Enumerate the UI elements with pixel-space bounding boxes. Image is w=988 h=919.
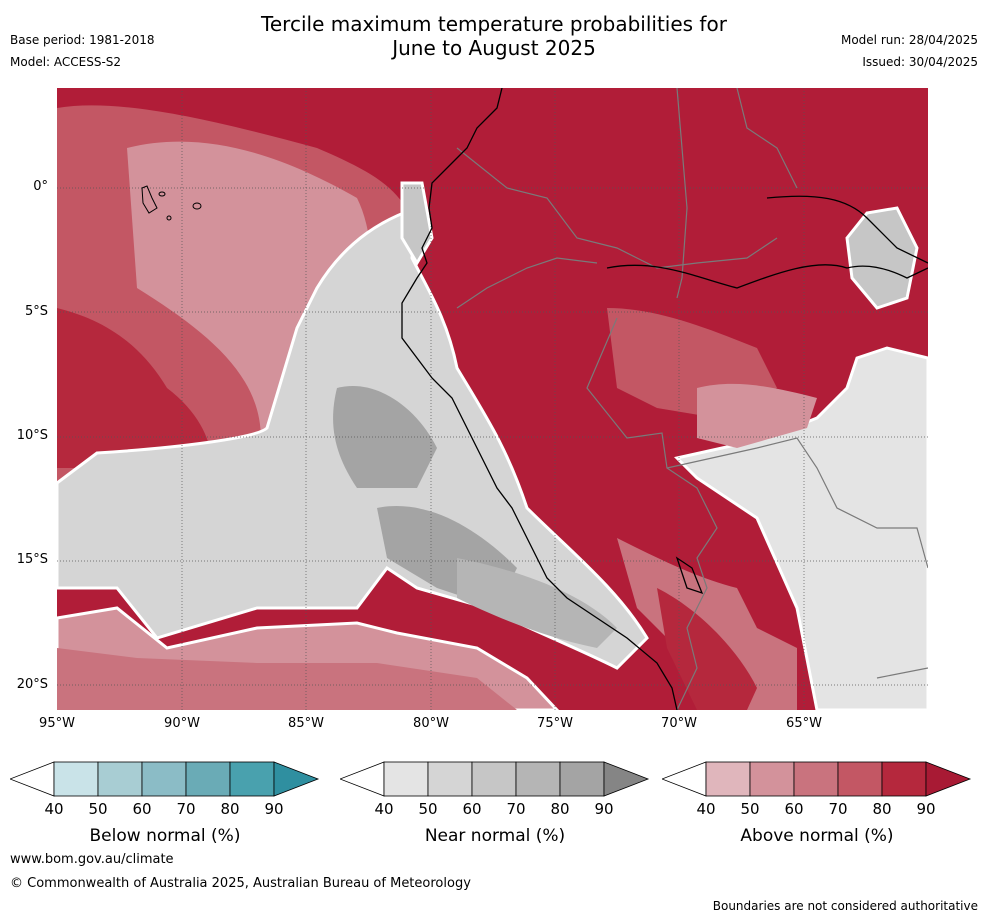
colorbar-tick-label: 60	[784, 800, 804, 818]
colorbar-segment	[793, 761, 839, 797]
title-line-1: Tercile maximum temperature probabilitie…	[261, 12, 727, 36]
colorbar-segment	[97, 761, 143, 797]
lon-label-65w: 65°W	[786, 716, 822, 731]
colorbar-segment	[749, 761, 795, 797]
colorbar-tick-label: 70	[506, 800, 526, 818]
colorbar-tick-label: 40	[374, 800, 394, 818]
lat-label-0: 0°	[33, 179, 48, 194]
model-run-text: Model run: 28/04/2025	[840, 33, 978, 47]
boundary-disclaimer: Boundaries are not considered authoritat…	[712, 899, 978, 913]
colorbar-left-extend	[340, 761, 385, 797]
colorbar-segment	[515, 761, 561, 797]
east-near-normal-region	[674, 346, 928, 710]
colorbar-tick-label: 80	[550, 800, 570, 818]
map-title: Tercile maximum temperature probabilitie…	[0, 12, 988, 60]
above-normal-colorbar	[662, 761, 972, 797]
metadata-left: Base period: 1981-2018 Model: ACCESS-S2	[10, 29, 155, 73]
colorbar-tick-label: 90	[594, 800, 614, 818]
colorbar-segment	[705, 761, 751, 797]
colorbar-right-extend	[603, 761, 650, 797]
above-normal-80-west	[57, 308, 211, 468]
lat-label-20s: 20°S	[16, 677, 48, 692]
model-text: Model: ACCESS-S2	[10, 55, 122, 69]
base-period-text: Base period: 1981-2018	[10, 33, 155, 47]
colorbar-segment	[559, 761, 605, 797]
colorbar-tick-label: 90	[264, 800, 284, 818]
below-normal-colorbar	[10, 761, 320, 797]
colorbar-segment	[53, 761, 99, 797]
lon-label-95w: 95°W	[39, 716, 75, 731]
lat-label-10s: 10°S	[16, 428, 48, 443]
lon-label-80w: 80°W	[413, 716, 449, 731]
galapagos-islands	[141, 185, 202, 221]
country-borders	[456, 88, 928, 710]
colorbar-right-extend	[925, 761, 972, 797]
colorbar-left-extend	[10, 761, 55, 797]
above-normal-50-inland	[697, 383, 817, 448]
above-normal-80-south-andes	[657, 588, 757, 710]
colorbar-tick-label: 60	[462, 800, 482, 818]
website-link[interactable]: www.bom.gov.au/climate	[10, 852, 174, 867]
colorbar-tick-label: 90	[916, 800, 936, 818]
colorbar-segment	[881, 761, 927, 797]
colorbar-tick-label: 60	[132, 800, 152, 818]
colorbar-tick-label: 40	[696, 800, 716, 818]
lon-label-70w: 70°W	[661, 716, 697, 731]
colorbar-segment	[837, 761, 883, 797]
colorbar-tick-label: 40	[44, 800, 64, 818]
colorbar-tick-label: 70	[828, 800, 848, 818]
below-normal-legend-title: Below normal (%)	[89, 826, 241, 846]
near-normal-legend-title: Near normal (%)	[424, 826, 566, 846]
copyright-text: © Commonwealth of Australia 2025, Austra…	[10, 876, 471, 891]
colorbar-right-extend	[273, 761, 320, 797]
above-normal-south-60	[57, 648, 517, 710]
colorbar-tick-label: 80	[872, 800, 892, 818]
colorbar-left-extend	[662, 761, 707, 797]
colorbar-segment	[427, 761, 473, 797]
lat-label-5s: 5°S	[24, 304, 48, 319]
colorbar-segment	[141, 761, 187, 797]
colorbar-tick-label: 50	[88, 800, 108, 818]
issued-text: Issued: 30/04/2025	[862, 55, 978, 69]
colorbar-tick-label: 70	[176, 800, 196, 818]
colorbar-segment	[229, 761, 275, 797]
lon-label-90w: 90°W	[164, 716, 200, 731]
probability-map	[57, 88, 928, 710]
metadata-right: Model run: 28/04/2025 Issued: 30/04/2025	[841, 29, 978, 73]
above-normal-legend-title: Above normal (%)	[740, 826, 894, 846]
coastlines	[401, 88, 928, 710]
title-line-2: June to August 2025	[392, 36, 596, 60]
lon-label-75w: 75°W	[537, 716, 573, 731]
near-normal-colorbar	[340, 761, 650, 797]
colorbar-segment	[471, 761, 517, 797]
colorbar-tick-label: 80	[220, 800, 240, 818]
near-normal-60-patch	[457, 558, 617, 648]
gridlines	[57, 88, 928, 710]
lon-label-85w: 85°W	[288, 716, 324, 731]
colorbar-tick-label: 50	[418, 800, 438, 818]
colorbar-segment	[383, 761, 429, 797]
lat-label-15s: 15°S	[16, 552, 48, 567]
amazon-near-normal-patch	[845, 206, 919, 310]
colorbar-tick-label: 50	[740, 800, 760, 818]
colorbar-segment	[185, 761, 231, 797]
near-normal-70-patch-1	[333, 386, 437, 488]
